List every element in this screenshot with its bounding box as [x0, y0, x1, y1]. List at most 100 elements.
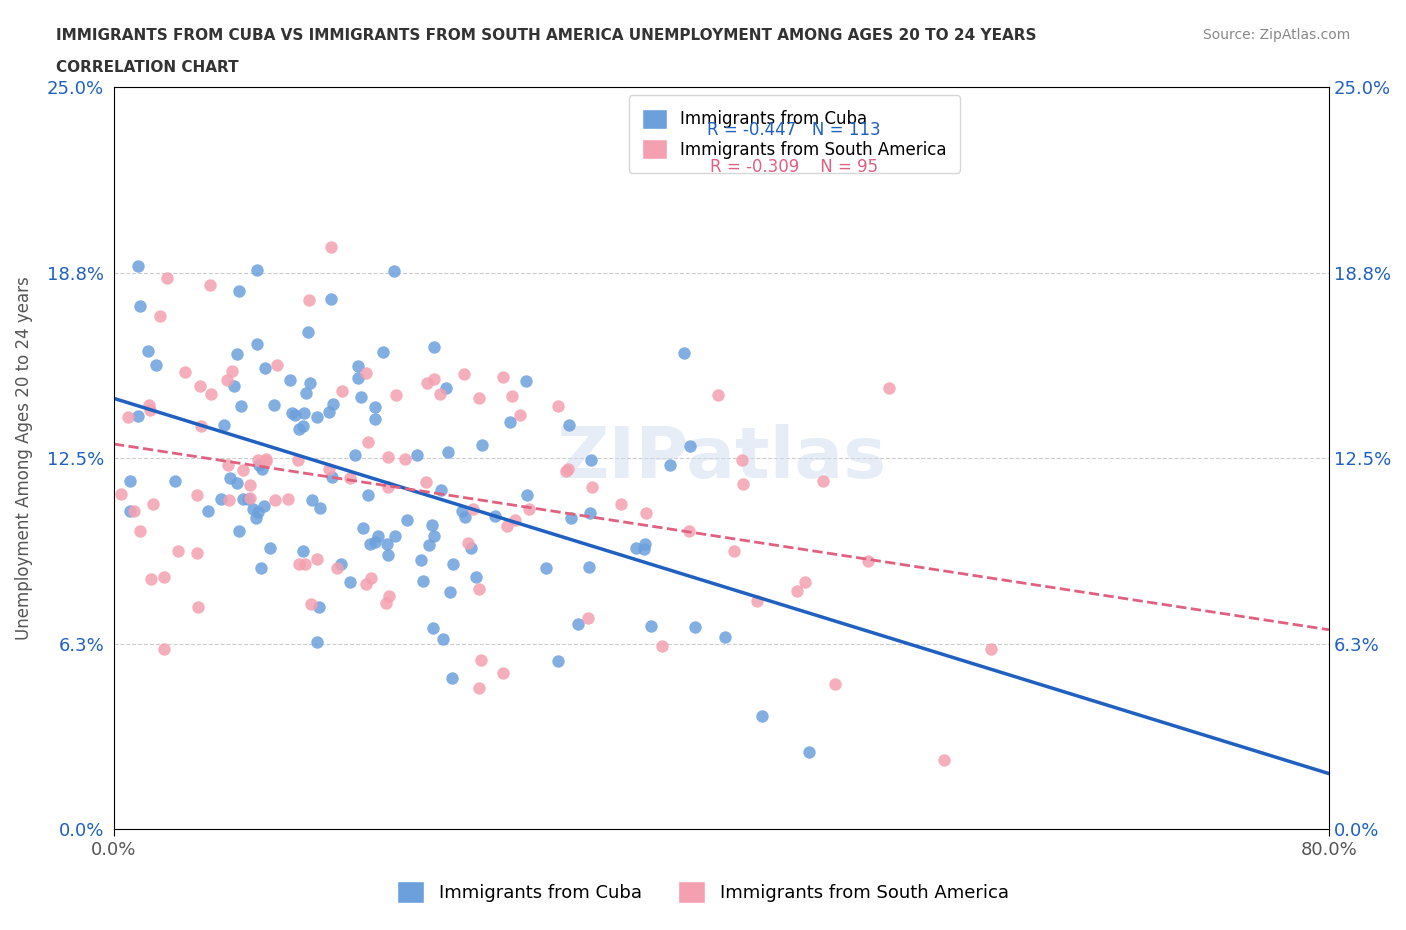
Legend: Immigrants from Cuba, Immigrants from South America: Immigrants from Cuba, Immigrants from So… — [388, 871, 1018, 911]
Point — [409, 553, 432, 568]
Point — [197, 504, 219, 519]
Point — [394, 451, 416, 466]
Point — [450, 504, 472, 519]
Point — [236, 492, 259, 507]
Point — [139, 403, 162, 418]
Point — [454, 510, 477, 525]
Point — [141, 572, 163, 587]
Point — [259, 541, 281, 556]
Point — [492, 666, 515, 681]
Point — [344, 447, 367, 462]
Point — [187, 600, 209, 615]
Point — [318, 461, 340, 476]
Point — [793, 575, 815, 590]
Point — [319, 291, 342, 306]
Point — [723, 543, 745, 558]
Point — [277, 492, 299, 507]
Point — [375, 536, 398, 551]
Point — [188, 379, 211, 393]
Point — [221, 364, 243, 379]
Point — [145, 357, 167, 372]
Point — [980, 641, 1002, 656]
Point — [228, 524, 250, 538]
Point — [266, 358, 288, 373]
Point — [211, 491, 233, 506]
Point — [357, 434, 380, 449]
Point — [731, 476, 754, 491]
Point — [360, 570, 382, 585]
Point — [301, 493, 323, 508]
Point — [117, 410, 139, 425]
Point — [127, 408, 149, 423]
Text: ZIPatlas: ZIPatlas — [557, 424, 886, 493]
Point — [214, 418, 236, 432]
Point — [395, 512, 418, 527]
Point — [138, 398, 160, 413]
Point — [877, 380, 900, 395]
Point — [308, 600, 330, 615]
Point — [264, 493, 287, 508]
Point — [634, 537, 657, 551]
Point — [636, 505, 658, 520]
Point — [363, 534, 385, 549]
Point — [305, 551, 328, 566]
Point — [554, 463, 576, 478]
Point — [422, 620, 444, 635]
Point — [496, 519, 519, 534]
Point — [434, 380, 457, 395]
Point — [359, 537, 381, 551]
Point — [498, 415, 520, 430]
Point — [706, 388, 728, 403]
Point — [347, 358, 370, 373]
Point — [198, 278, 221, 293]
Point — [156, 271, 179, 286]
Point — [422, 528, 444, 543]
Point — [247, 458, 270, 472]
Point — [932, 752, 955, 767]
Point — [437, 445, 460, 459]
Point — [423, 372, 446, 387]
Point — [581, 453, 603, 468]
Point — [142, 497, 165, 512]
Point — [659, 458, 682, 472]
Point — [232, 491, 254, 506]
Text: R = -0.447   N = 113: R = -0.447 N = 113 — [707, 121, 882, 139]
Point — [412, 574, 434, 589]
Point — [219, 471, 242, 485]
Point — [856, 553, 879, 568]
Point — [505, 512, 527, 527]
Point — [245, 511, 267, 525]
Point — [429, 387, 451, 402]
Point — [406, 447, 429, 462]
Point — [464, 570, 486, 585]
Point — [509, 408, 531, 423]
Point — [678, 524, 700, 538]
Point — [254, 454, 277, 469]
Point — [253, 361, 276, 376]
Point — [453, 367, 475, 382]
Point — [297, 325, 319, 339]
Point — [382, 263, 405, 278]
Point — [576, 610, 599, 625]
Point — [626, 541, 648, 556]
Point — [217, 458, 239, 473]
Point — [291, 543, 314, 558]
Point — [294, 557, 316, 572]
Point — [377, 548, 399, 563]
Point — [640, 618, 662, 633]
Point — [190, 418, 212, 433]
Point — [461, 501, 484, 516]
Point — [501, 388, 523, 403]
Point — [322, 396, 344, 411]
Point — [321, 240, 343, 255]
Point — [136, 344, 159, 359]
Point — [124, 504, 146, 519]
Point — [298, 293, 321, 308]
Point — [430, 483, 453, 498]
Point — [321, 470, 343, 485]
Point — [457, 536, 479, 551]
Point — [633, 541, 655, 556]
Point — [330, 556, 353, 571]
Point — [239, 490, 262, 505]
Point — [470, 653, 492, 668]
